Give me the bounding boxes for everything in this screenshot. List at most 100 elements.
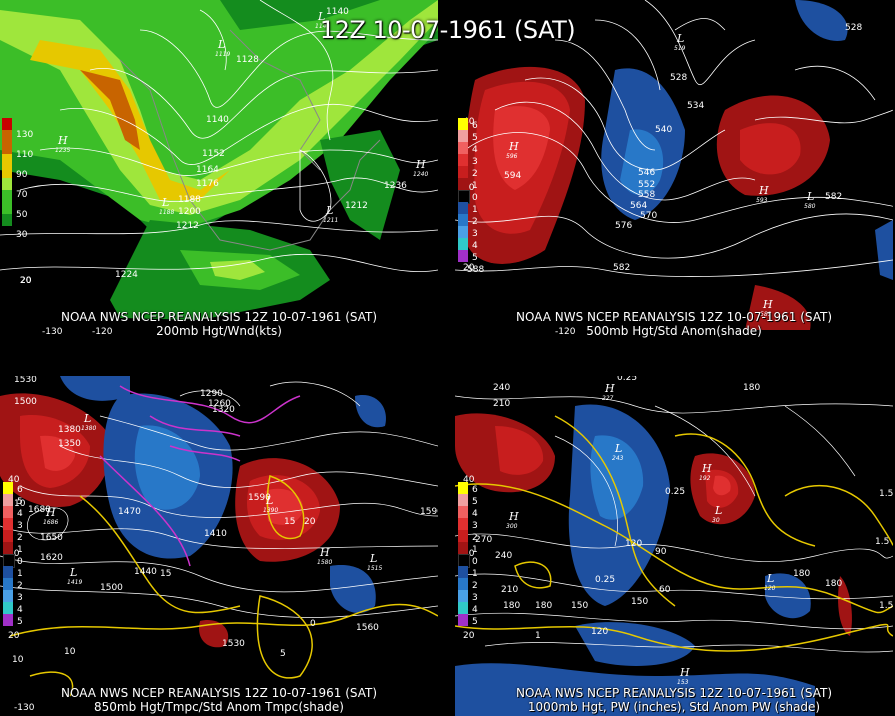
pressure-center-value: 1686 <box>43 519 58 526</box>
legend-swatch <box>458 494 468 506</box>
legend-swatch <box>2 118 12 130</box>
pressure-center-value: 1140 <box>315 23 330 30</box>
pressure-center-letter: H <box>415 158 426 171</box>
legend-label: 4 <box>17 605 23 615</box>
contour-label: 240 <box>495 551 512 561</box>
legend-label: 1 <box>472 545 478 555</box>
contour-label: 576 <box>615 221 632 231</box>
contour-label: 1320 <box>212 405 235 415</box>
contour-label: 1350 <box>58 439 81 449</box>
contour-label: 1.5 <box>879 489 893 499</box>
contour-label: 1164 <box>196 165 219 175</box>
legend-label: 3 <box>472 229 478 239</box>
legend-label: 0 <box>472 193 478 203</box>
contour-label: 570 <box>640 211 657 221</box>
legend-swatch <box>458 542 468 554</box>
legend-swatch <box>458 166 468 178</box>
legend-swatch <box>458 226 468 238</box>
contour-label: 546 <box>638 168 655 178</box>
contour-label: 1152 <box>202 149 225 159</box>
contour-label: 1224 <box>115 270 138 280</box>
pressure-center-letter: H <box>604 382 615 395</box>
pressure-center-value: 192 <box>699 475 711 482</box>
pressure-center-letter: L <box>806 190 814 203</box>
legend-swatch <box>458 506 468 518</box>
legend-label: 130 <box>16 130 34 140</box>
contour-label: 588 <box>467 265 484 275</box>
pressure-center-value: 30 <box>712 517 720 524</box>
legend-label: 4 <box>472 605 478 615</box>
panel-850mb: 1530150014701440141016801650162015901560… <box>0 376 438 716</box>
legend-swatch <box>458 142 468 154</box>
pressure-center-value: 1188 <box>159 209 174 216</box>
contour-label: 540 <box>655 125 672 135</box>
legend-label: 4 <box>472 145 478 155</box>
longitude-label: -120 <box>92 327 113 337</box>
legend-label: 5 <box>17 497 23 507</box>
legend-label: 0 <box>472 557 478 567</box>
contour-label: 90 <box>655 547 667 557</box>
pressure-center-letter: L <box>714 504 722 517</box>
legend-label: 1 <box>472 569 478 579</box>
pressure-center-value: 519 <box>674 45 686 52</box>
pressure-center-letter: H <box>508 510 519 523</box>
latitude-label: 40 <box>463 117 475 127</box>
pressure-center-value: 1240 <box>413 171 428 178</box>
contour-label: 1128 <box>236 55 259 65</box>
pressure-center-letter: H <box>701 462 712 475</box>
legend-swatch <box>458 214 468 226</box>
legend-label: 3 <box>472 593 478 603</box>
legend-swatch <box>2 154 12 166</box>
contour-label: 150 <box>571 601 588 611</box>
panel-field-caption: 200mb Hgt/Wnd(kts) <box>156 324 282 338</box>
contour-label: 180 <box>825 579 842 589</box>
contour-label: 0.25 <box>665 487 685 497</box>
legend-swatch <box>458 530 468 542</box>
legend-swatch <box>3 482 13 494</box>
pressure-center-letter: L <box>161 196 169 209</box>
latitude-label: 20 <box>20 276 32 286</box>
latitude-label: 30 <box>463 183 475 193</box>
legend-swatch <box>458 602 468 614</box>
contour-label: 582 <box>825 192 842 202</box>
contour-label: 20 <box>20 276 32 286</box>
panel-200mb: 1140 1128 1140 1152 1164 1176 1188 1200 1212 1224… <box>0 0 438 340</box>
legend-swatch <box>458 202 468 214</box>
contour-label: 1176 <box>196 179 219 189</box>
contour-label: 1620 <box>40 553 63 563</box>
legend-label: 4 <box>472 509 478 519</box>
legend-label: 4 <box>17 509 23 519</box>
map-200mb: 1140 1128 1140 1152 1164 1176 1188 1200 1212 1224… <box>0 0 438 337</box>
legend-label: 1 <box>472 181 478 191</box>
legend-label: 2 <box>17 581 23 591</box>
panel-source-caption: NOAA NWS NCEP REANALYSIS 12Z 10-07-1961 … <box>60 310 378 324</box>
panel-field-caption: 850mb Hgt/Tmpc/Std Anom Tmpc(shade) <box>94 700 344 714</box>
pressure-center-value: 1515 <box>367 565 382 572</box>
panel-source-caption: NOAA NWS NCEP REANALYSIS 12Z 10-07-1961 … <box>515 686 833 700</box>
pressure-center-value: 243 <box>612 455 624 462</box>
page-title: 12Z 10-07-1961 (SAT) <box>319 16 576 44</box>
contour-label: 558 <box>638 190 655 200</box>
pressure-center-value: 596 <box>506 153 518 160</box>
legend-swatch <box>2 142 12 154</box>
contour-label: 10 <box>14 499 26 509</box>
contour-label: 15 <box>284 517 295 527</box>
panel-500mb: 528 528 534 540 546 552 558 564 570 576 582 588 594 5… <box>455 0 893 340</box>
legend-label: 2 <box>472 169 478 179</box>
legend-swatch <box>3 518 13 530</box>
pressure-center-value: 1119 <box>215 51 230 58</box>
legend-swatch <box>3 590 13 602</box>
pressure-center-letter: H <box>45 506 56 519</box>
longitude-label: -130 <box>42 327 63 337</box>
pressure-center-value: 1580 <box>317 559 332 566</box>
contour-label: 1680 <box>28 505 51 515</box>
contour-label: 0.25 <box>617 376 637 383</box>
